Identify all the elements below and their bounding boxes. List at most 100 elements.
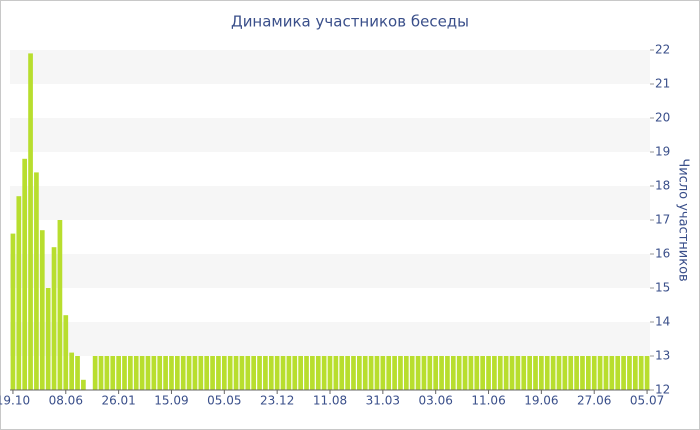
bar — [63, 315, 69, 390]
bar — [315, 356, 321, 390]
y-axis-label: Число участников — [676, 158, 691, 281]
grid-band — [10, 50, 650, 84]
bar — [263, 356, 268, 390]
y-tick-label: 21 — [655, 77, 670, 91]
x-tick-label: 03.06 — [419, 394, 453, 408]
bar — [362, 356, 368, 390]
bar — [591, 356, 597, 390]
grid-band — [10, 254, 650, 288]
x-tick-label: 23.12 — [260, 394, 294, 408]
x-tick-label: 11.06 — [471, 394, 505, 408]
bar — [333, 356, 339, 390]
bar — [151, 356, 157, 390]
bar — [427, 356, 433, 390]
bar — [586, 356, 591, 390]
bar — [486, 356, 491, 390]
bar — [133, 356, 139, 390]
bar — [468, 356, 474, 390]
grid-band — [10, 186, 650, 220]
bar — [492, 356, 497, 390]
bar — [339, 356, 345, 390]
bar — [286, 356, 292, 390]
bar — [351, 356, 356, 390]
x-tick-label: 19.10 — [0, 394, 30, 408]
bar — [98, 356, 104, 390]
bar — [268, 356, 274, 390]
bar — [128, 356, 133, 390]
bar — [180, 356, 186, 390]
bar — [615, 356, 621, 390]
bar — [145, 356, 151, 390]
x-tick-label: 27.06 — [577, 394, 611, 408]
bar — [544, 356, 550, 390]
bar — [310, 356, 315, 390]
bar — [186, 356, 192, 390]
bar — [16, 196, 22, 390]
bar — [456, 356, 462, 390]
bar — [292, 356, 298, 390]
y-tick-label: 14 — [655, 315, 670, 329]
x-tick-label: 05.07 — [630, 394, 664, 408]
bar — [345, 356, 350, 390]
bar — [380, 356, 386, 390]
bar — [192, 356, 198, 390]
bar — [415, 356, 421, 390]
grid-band — [10, 118, 650, 152]
x-tick-label: 26.01 — [101, 394, 135, 408]
bar — [521, 356, 527, 390]
bar — [450, 356, 456, 390]
bar — [403, 356, 409, 390]
bar — [227, 356, 233, 390]
bar — [198, 356, 204, 390]
bar — [28, 53, 33, 391]
bar — [122, 356, 127, 390]
bar — [632, 356, 638, 390]
y-tick-label: 12 — [655, 383, 670, 397]
bar — [627, 356, 632, 390]
bar — [139, 356, 145, 390]
bar — [221, 356, 227, 390]
x-tick-label: 11.08 — [313, 394, 347, 408]
bar — [298, 356, 303, 390]
bar — [81, 379, 86, 390]
bar — [509, 356, 515, 390]
bar — [562, 356, 568, 390]
bar — [216, 356, 221, 390]
bar — [462, 356, 468, 390]
x-tick-label: 19.06 — [524, 394, 558, 408]
bar — [550, 356, 556, 390]
bar — [239, 356, 245, 390]
bar — [45, 288, 51, 390]
bar — [116, 356, 121, 390]
bar — [110, 356, 116, 390]
bar — [169, 356, 174, 390]
bar — [321, 356, 327, 390]
x-tick-label: 08.06 — [49, 394, 83, 408]
bar — [386, 356, 392, 390]
bar — [22, 158, 28, 390]
bar — [474, 356, 480, 390]
bar — [433, 356, 439, 390]
y-tick-label: 16 — [655, 247, 670, 261]
x-tick-label: 15.09 — [154, 394, 188, 408]
bar — [556, 356, 562, 390]
bar — [251, 356, 257, 390]
bar — [580, 356, 585, 390]
bar — [503, 356, 509, 390]
bar — [357, 356, 362, 390]
bar — [163, 356, 168, 390]
bar — [69, 352, 74, 390]
y-tick-label: 19 — [655, 145, 670, 159]
bar — [497, 356, 503, 390]
bar — [439, 356, 444, 390]
bar — [57, 220, 63, 390]
bar — [10, 233, 16, 390]
bar — [409, 356, 415, 390]
bar — [174, 356, 180, 390]
y-tick-label: 18 — [655, 179, 670, 193]
bar — [398, 356, 403, 390]
bar — [34, 172, 39, 390]
bar — [621, 356, 626, 390]
bar — [644, 356, 650, 390]
bar — [533, 356, 538, 390]
